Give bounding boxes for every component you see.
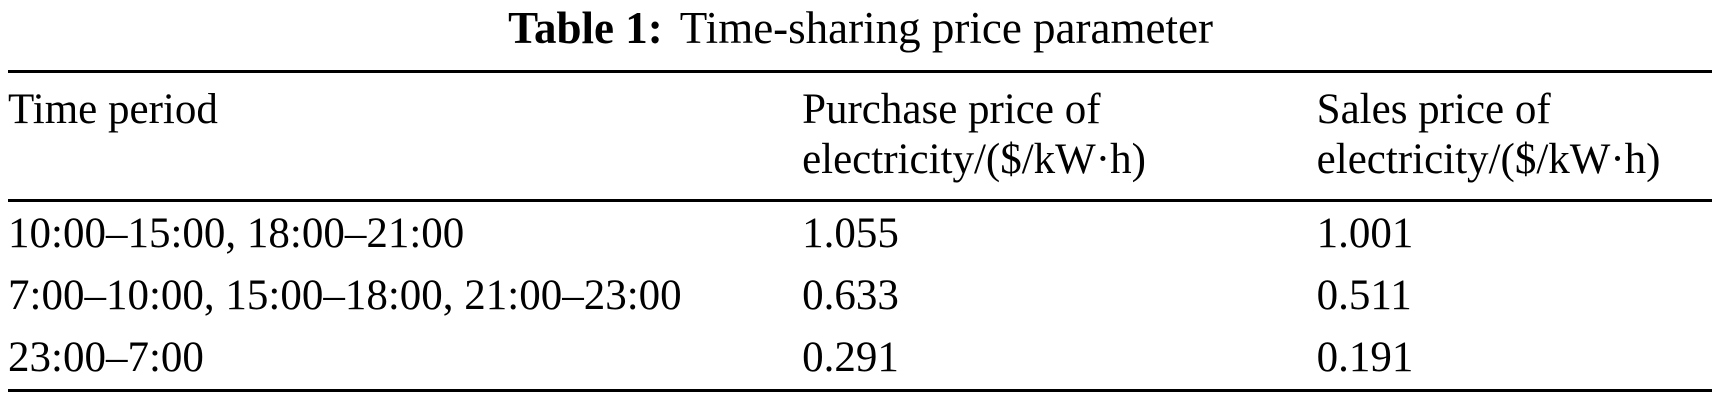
table-row: 10:00–15:00, 18:00–21:00 1.055 1.001 <box>8 201 1712 266</box>
time-sharing-price-table: Time period Purchase price of electricit… <box>8 70 1712 392</box>
table-body: 10:00–15:00, 18:00–21:00 1.055 1.001 7:0… <box>8 201 1712 391</box>
table-header: Time period Purchase price of electricit… <box>8 71 1712 202</box>
header-purchase-price: Purchase price of electricity/($/kW·h) <box>802 71 1317 202</box>
cell-sales-price: 0.191 <box>1316 334 1414 381</box>
cell-period: 23:00–7:00 <box>8 334 204 381</box>
table-row: 23:00–7:00 0.291 0.191 <box>8 327 1712 391</box>
cell-purchase-price: 0.633 <box>802 272 899 319</box>
cell-sales-price: 0.511 <box>1316 272 1412 319</box>
table-caption-label: Table 1: <box>508 3 663 53</box>
cell-sales-price: 1.001 <box>1316 210 1414 257</box>
cell-period: 7:00–10:00, 15:00–18:00, 21:00–23:00 <box>8 272 682 319</box>
header-sales-price-line2: electricity/($/kW·h) <box>1316 136 1661 183</box>
header-time-period-line1: Time period <box>8 86 218 133</box>
header-time-period: Time period <box>8 71 803 202</box>
cell-purchase-price: 1.055 <box>802 210 899 257</box>
cell-period: 10:00–15:00, 18:00–21:00 <box>8 210 465 257</box>
header-row: Time period Purchase price of electricit… <box>8 71 1712 202</box>
table-caption-title: Time-sharing price parameter <box>679 3 1213 53</box>
header-sales-price: Sales price of electricity/($/kW·h) <box>1316 71 1712 202</box>
header-purchase-price-line1: Purchase price of <box>802 86 1101 133</box>
header-sales-price-line1: Sales price of <box>1316 86 1551 133</box>
table-row: 7:00–10:00, 15:00–18:00, 21:00–23:00 0.6… <box>8 265 1712 327</box>
table-caption: Table 1: Time-sharing price parameter <box>0 2 1721 54</box>
cell-purchase-price: 0.291 <box>802 334 899 381</box>
header-purchase-price-line2: electricity/($/kW·h) <box>802 136 1146 183</box>
